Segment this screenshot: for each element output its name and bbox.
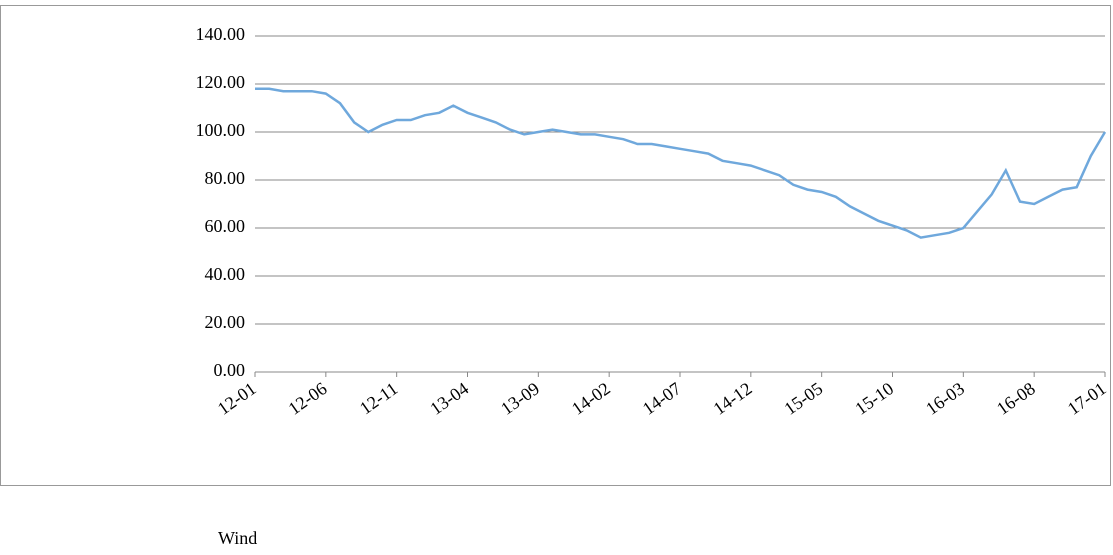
y-tick-label: 140.00 <box>196 24 246 44</box>
x-tick-label: 15-10 <box>851 378 897 418</box>
x-tick-label: 14-02 <box>568 378 614 418</box>
x-tick-label: 16-03 <box>922 378 968 418</box>
data-line <box>255 87 1107 239</box>
x-tick-label: 14-07 <box>639 378 685 418</box>
x-tick-label: 17-01 <box>1064 378 1110 418</box>
y-tick-label: 120.00 <box>196 72 246 92</box>
x-tick-label: 14-12 <box>710 378 756 418</box>
x-tick-label: 13-04 <box>426 378 472 418</box>
y-tick-label: 40.00 <box>205 264 246 284</box>
x-tick-label: 15-05 <box>780 378 826 418</box>
x-tick-label: 13-09 <box>497 378 543 418</box>
y-tick-label: 100.00 <box>196 120 246 140</box>
x-tick-label: 12-06 <box>285 378 331 418</box>
y-tick-label: 0.00 <box>214 360 246 380</box>
y-tick-label: 60.00 <box>205 216 246 236</box>
x-tick-label: 12-01 <box>214 378 260 418</box>
source-note: Wind <box>218 528 257 548</box>
y-tick-label: 20.00 <box>205 312 246 332</box>
y-tick-label: 80.00 <box>205 168 246 188</box>
x-tick-label: 12-11 <box>356 378 401 418</box>
chart-frame <box>0 5 1111 486</box>
x-tick-label: 16-08 <box>993 378 1039 418</box>
